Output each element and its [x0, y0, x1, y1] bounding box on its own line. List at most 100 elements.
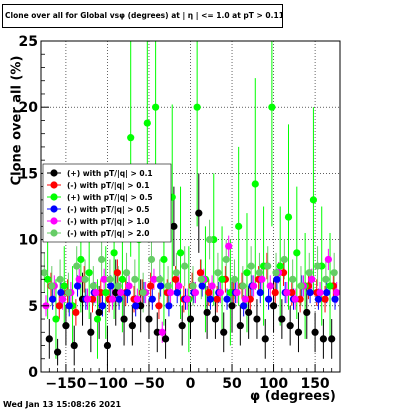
data-point-series-2 [55, 302, 63, 310]
data-point-series-1 [62, 322, 70, 330]
data-point-series-6 [313, 262, 322, 270]
data-point-series-6 [222, 255, 230, 264]
data-point-series-3 [110, 249, 118, 257]
data-point-series-4 [264, 295, 273, 303]
data-point-series-5 [75, 275, 83, 283]
data-point-series-2 [213, 295, 221, 303]
data-point-series-6 [73, 262, 81, 270]
data-point-series-5 [216, 288, 224, 297]
data-point-series-2 [72, 308, 80, 317]
data-point-series-5 [250, 282, 258, 290]
data-point-series-1 [70, 341, 78, 350]
data-point-series-6 [206, 236, 214, 244]
data-point-series-6 [40, 269, 48, 277]
data-point-series-2 [97, 288, 105, 297]
legend-marker [50, 193, 58, 201]
data-point-series-6 [272, 269, 280, 277]
data-point-series-6 [122, 269, 131, 277]
y-tick-label: 20 [19, 100, 39, 116]
data-point-series-5 [175, 282, 183, 290]
data-point-series-5 [125, 282, 133, 290]
legend: (+) with pT/|q| > 0.1 (-) with pT/|q| > 0… [42, 163, 172, 243]
data-point-series-1 [228, 302, 236, 310]
data-point-series-5 [333, 288, 341, 297]
data-point-series-6 [255, 269, 264, 277]
data-point-series-3 [276, 262, 284, 270]
data-point-series-3 [193, 103, 201, 111]
x-tick-label: 0 [186, 376, 196, 392]
data-point-series-5 [92, 288, 100, 297]
data-point-series-6 [156, 275, 164, 283]
data-point-series-3 [309, 196, 318, 204]
data-point-series-6 [98, 255, 106, 264]
data-point-series-4 [115, 295, 123, 303]
data-point-series-4 [206, 295, 215, 303]
data-point-series-5 [83, 295, 92, 303]
data-point-series-6 [164, 282, 172, 290]
data-point-series-6 [280, 255, 288, 264]
data-point-series-4 [123, 288, 131, 297]
data-point-series-3 [326, 282, 334, 290]
data-point-series-1 [153, 328, 161, 336]
data-point-series-4 [73, 282, 82, 290]
data-point-series-6 [106, 275, 114, 283]
data-point-series-2 [147, 282, 155, 290]
data-point-series-4 [198, 282, 206, 290]
data-point-series-5 [233, 288, 241, 297]
data-point-series-6 [81, 275, 89, 283]
data-point-series-1 [319, 335, 327, 343]
data-point-series-4 [157, 282, 165, 290]
x-tick-label: 150 [300, 376, 329, 392]
data-point-series-1 [311, 328, 319, 336]
data-point-series-1 [269, 302, 278, 310]
legend-entry: (-) with pT/|q| > 0.5 [67, 205, 149, 215]
legend-marker [50, 169, 58, 177]
data-point-series-6 [114, 282, 122, 290]
data-point-series-6 [247, 262, 255, 270]
data-point-series-1 [245, 308, 253, 317]
y-tick-label: 25 [19, 34, 38, 50]
data-point-series-3 [127, 134, 135, 142]
data-point-series-1 [145, 315, 153, 323]
y-tick-label: 15 [19, 166, 38, 182]
data-point-series-6 [181, 262, 189, 270]
data-point-series-4 [314, 295, 323, 303]
data-point-series-5 [100, 275, 108, 283]
data-point-series-1 [294, 328, 303, 336]
data-point-series-3 [60, 282, 68, 290]
y-tick-label: 0 [28, 365, 38, 381]
data-point-series-1 [103, 341, 112, 350]
y-tick-label: 10 [19, 233, 39, 249]
data-point-series-6 [297, 282, 305, 290]
chart-title: Clone over all for Global vsφ (degrees) … [2, 4, 283, 28]
legend-marker [50, 229, 58, 237]
data-point-series-4 [165, 302, 173, 310]
timestamp-footer: Wed Jan 13 15:08:26 2021 [3, 400, 122, 409]
data-point-series-3 [218, 275, 226, 283]
data-point-series-4 [57, 288, 65, 297]
data-point-series-6 [214, 269, 222, 277]
x-tick-label: −150 [45, 376, 86, 392]
data-point-series-6 [48, 282, 56, 290]
data-point-series-3 [251, 180, 259, 188]
legend-entry: (-) with pT/|q| > 1.0 [67, 217, 149, 227]
data-point-series-5 [208, 282, 216, 290]
y-axis-label: Clone over all (%) [9, 55, 25, 186]
data-point-series-5 [108, 295, 117, 303]
data-point-series-5 [283, 288, 291, 297]
data-point-series-2 [321, 295, 329, 303]
data-point-series-4 [306, 288, 314, 297]
legend-entry: (-) with pT/|q| > 2.0 [67, 229, 149, 239]
data-point-series-4 [323, 288, 331, 297]
data-point-series-1 [128, 322, 136, 330]
data-point-series-2 [271, 288, 279, 297]
data-point-series-1 [186, 315, 195, 323]
data-point-series-1 [170, 222, 178, 230]
data-point-series-6 [56, 275, 64, 283]
data-point-series-6 [230, 275, 239, 283]
data-point-series-4 [240, 302, 248, 310]
data-point-series-6 [64, 288, 73, 297]
data-point-series-6 [139, 288, 147, 297]
data-point-series-6 [264, 262, 272, 270]
data-point-series-1 [211, 315, 220, 323]
